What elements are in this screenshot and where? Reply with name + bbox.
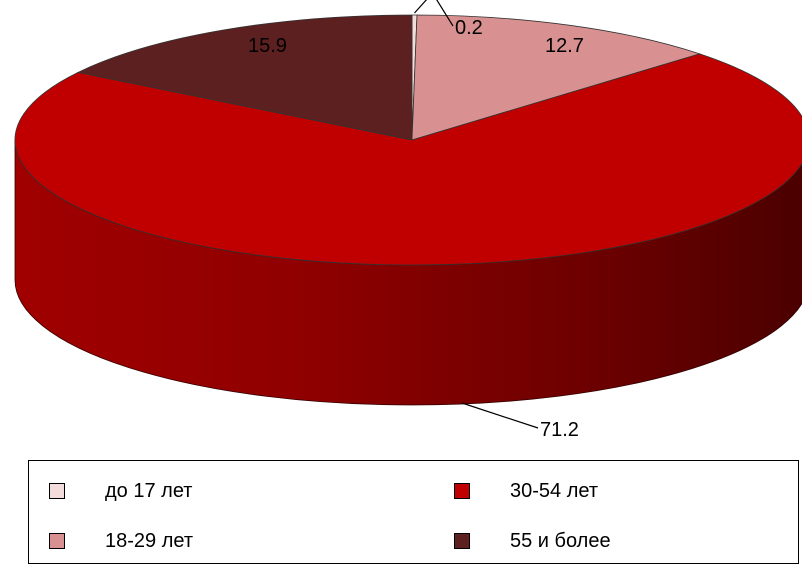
legend: до 17 лет 30-54 лет 18-29 лет 55 и более <box>28 460 799 564</box>
legend-item-under-17: до 17 лет <box>49 477 192 505</box>
pie-slice-55-plus <box>76 14 413 141</box>
legend-swatch-18-29 <box>49 533 65 549</box>
data-label-30-54: 71.2 <box>540 419 579 441</box>
legend-label-30-54: 30-54 лет <box>510 479 598 502</box>
data-label-18-29: 12.7 <box>545 35 584 57</box>
legend-item-30-54: 30-54 лет <box>454 477 598 505</box>
legend-swatch-55-plus <box>454 533 470 549</box>
legend-item-55-plus: 55 и более <box>454 527 611 555</box>
pie-chart: 0.2 12.7 71.2 15.9 <box>14 0 802 441</box>
legend-item-18-29: 18-29 лет <box>49 527 193 555</box>
data-label-55-plus: 15.9 <box>248 35 287 57</box>
legend-label-under-17: до 17 лет <box>105 479 193 502</box>
legend-label-18-29: 18-29 лет <box>105 529 193 552</box>
pie-slice-30-54 <box>14 53 802 266</box>
leader-line-under-17 <box>414 0 454 27</box>
pie-slice-18-29 <box>411 14 702 141</box>
data-label-under-17: 0.2 <box>455 17 483 39</box>
legend-swatch-30-54 <box>454 483 470 499</box>
legend-label-55-plus: 55 и более <box>510 529 611 552</box>
legend-swatch-under-17 <box>49 483 65 499</box>
leader-line-30-54 <box>461 402 539 429</box>
